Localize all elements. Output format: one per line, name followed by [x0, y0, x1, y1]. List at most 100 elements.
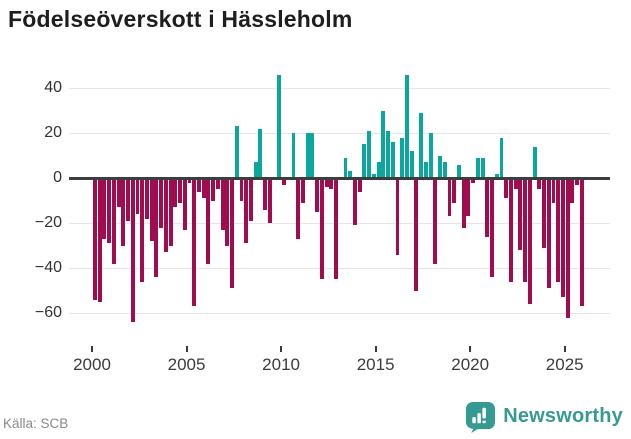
bar-negative — [206, 178, 211, 264]
y-tick-label: −40 — [34, 259, 62, 276]
bar-positive — [428, 133, 433, 178]
y-tick-label: 20 — [44, 124, 62, 141]
bar-negative — [433, 178, 438, 264]
bar-negative — [116, 178, 121, 208]
bar-positive — [258, 128, 263, 178]
bar-negative — [220, 178, 225, 230]
bar-negative — [130, 178, 135, 322]
x-tick-label: 2010 — [262, 355, 300, 374]
bar-negative — [244, 178, 249, 244]
bar-negative — [461, 178, 466, 228]
bar-positive — [305, 133, 310, 178]
bar-negative — [575, 178, 580, 185]
bar-positive — [400, 137, 405, 178]
bar-positive — [362, 144, 367, 178]
bar-negative — [353, 178, 357, 226]
bar-positive — [475, 157, 480, 178]
bar-negative — [513, 178, 518, 190]
bar-negative — [485, 178, 490, 237]
bar-negative — [466, 178, 471, 217]
bar-negative — [551, 178, 556, 203]
bar-negative — [168, 178, 173, 246]
bar-negative — [173, 178, 178, 208]
brand-footer: Newsworthy — [464, 400, 623, 433]
zero-axis-line — [69, 176, 610, 180]
bar-negative — [509, 178, 513, 282]
gridline — [69, 267, 610, 269]
bar-negative — [414, 178, 419, 291]
bar-negative — [537, 178, 542, 190]
x-tick-label: 2025 — [545, 355, 584, 374]
bar-positive — [409, 151, 414, 178]
bar-negative — [239, 178, 244, 201]
bar-positive — [405, 74, 409, 178]
bar-negative — [178, 178, 182, 203]
bar-negative — [329, 178, 334, 190]
bar-positive — [310, 133, 315, 178]
bar-positive — [253, 162, 258, 178]
bar-negative — [504, 178, 509, 199]
bar-negative — [187, 178, 192, 183]
chart-title: Födelseöverskott i Hässleholm — [8, 6, 353, 32]
bar-positive — [438, 155, 442, 178]
bar-negative — [211, 178, 216, 201]
bar-negative — [296, 178, 301, 239]
bar-positive — [390, 142, 395, 178]
bar-negative — [301, 178, 305, 203]
source-label: Källa: SCB — [3, 416, 69, 431]
bar-positive — [442, 162, 447, 178]
bar-negative — [135, 178, 140, 214]
x-tick — [280, 346, 283, 352]
bar-negative — [97, 178, 102, 302]
x-tick-label: 2020 — [451, 355, 490, 374]
bar-positive — [381, 110, 386, 178]
bar-negative — [546, 178, 551, 289]
bar-negative — [197, 178, 201, 192]
bar-negative — [395, 178, 400, 255]
y-tick-label: 0 — [53, 169, 62, 186]
newsworthy-logo-icon — [466, 401, 496, 433]
y-tick-label: 40 — [44, 79, 62, 96]
bar-positive — [499, 137, 504, 178]
bar-positive — [457, 164, 461, 178]
bar-negative — [140, 178, 145, 282]
gridline — [69, 222, 610, 224]
bar-negative — [126, 178, 130, 221]
bar-negative — [324, 178, 329, 187]
y-tick-label: −60 — [34, 304, 62, 321]
bar-negative — [225, 178, 230, 246]
bar-negative — [447, 178, 452, 217]
plot-area — [69, 65, 610, 352]
bar-negative — [215, 178, 220, 190]
bar-negative — [523, 178, 528, 282]
bar-positive — [423, 162, 428, 178]
bar-negative — [471, 178, 476, 183]
bar-positive — [348, 171, 353, 178]
bar-negative — [357, 178, 362, 192]
bar-negative — [319, 178, 324, 280]
bar-negative — [107, 178, 112, 244]
bar-negative — [154, 178, 159, 277]
brand-name: Newsworthy — [503, 405, 623, 427]
bar-negative — [542, 178, 546, 248]
bar-negative — [149, 178, 154, 241]
bar-negative — [570, 178, 575, 203]
bar-positive — [480, 157, 485, 178]
bar-positive — [386, 130, 390, 178]
bar-negative — [163, 178, 168, 253]
bar-negative — [182, 178, 187, 230]
x-tick-label: 2005 — [167, 355, 206, 374]
bar-positive — [291, 133, 296, 178]
x-tick-label: 2000 — [73, 355, 111, 374]
bar-positive — [343, 157, 348, 178]
gridline — [69, 87, 610, 89]
x-tick — [374, 346, 377, 352]
bar-negative — [263, 178, 268, 210]
bar-positive — [371, 173, 376, 178]
bar-negative — [490, 178, 494, 277]
bar-positive — [234, 126, 239, 178]
bar-negative — [315, 178, 320, 212]
bar-positive — [532, 146, 537, 178]
bar-negative — [452, 178, 457, 203]
